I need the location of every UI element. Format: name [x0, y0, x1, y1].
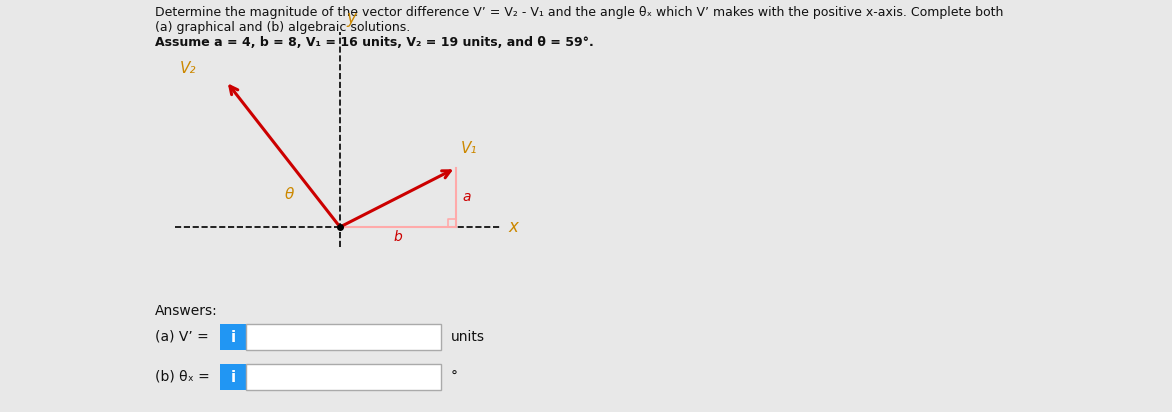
Text: Assume a = 4, b = 8, V₁ = 16 units, V₂ = 19 units, and θ = 59°.: Assume a = 4, b = 8, V₁ = 16 units, V₂ =…	[155, 36, 594, 49]
Text: (a) V’ =: (a) V’ =	[155, 330, 209, 344]
Text: Answers:: Answers:	[155, 304, 218, 318]
Text: x: x	[507, 218, 518, 236]
Text: y: y	[346, 9, 356, 27]
FancyBboxPatch shape	[220, 324, 246, 350]
Text: V₁: V₁	[461, 141, 477, 156]
FancyBboxPatch shape	[220, 364, 246, 390]
Text: V₂: V₂	[179, 61, 196, 76]
Text: (a) graphical and (b) algebraic solutions.: (a) graphical and (b) algebraic solution…	[155, 21, 410, 34]
Text: θ: θ	[285, 187, 294, 202]
Text: units: units	[451, 330, 485, 344]
Text: (b) θₓ =: (b) θₓ =	[155, 370, 210, 384]
Text: i: i	[231, 370, 236, 384]
Text: i: i	[231, 330, 236, 344]
Text: °: °	[451, 370, 458, 384]
Text: b: b	[394, 230, 402, 244]
FancyBboxPatch shape	[246, 324, 441, 350]
FancyBboxPatch shape	[246, 364, 441, 390]
Text: a: a	[463, 190, 471, 204]
Text: Determine the magnitude of the vector difference V’ = V₂ - V₁ and the angle θₓ w: Determine the magnitude of the vector di…	[155, 6, 1003, 19]
